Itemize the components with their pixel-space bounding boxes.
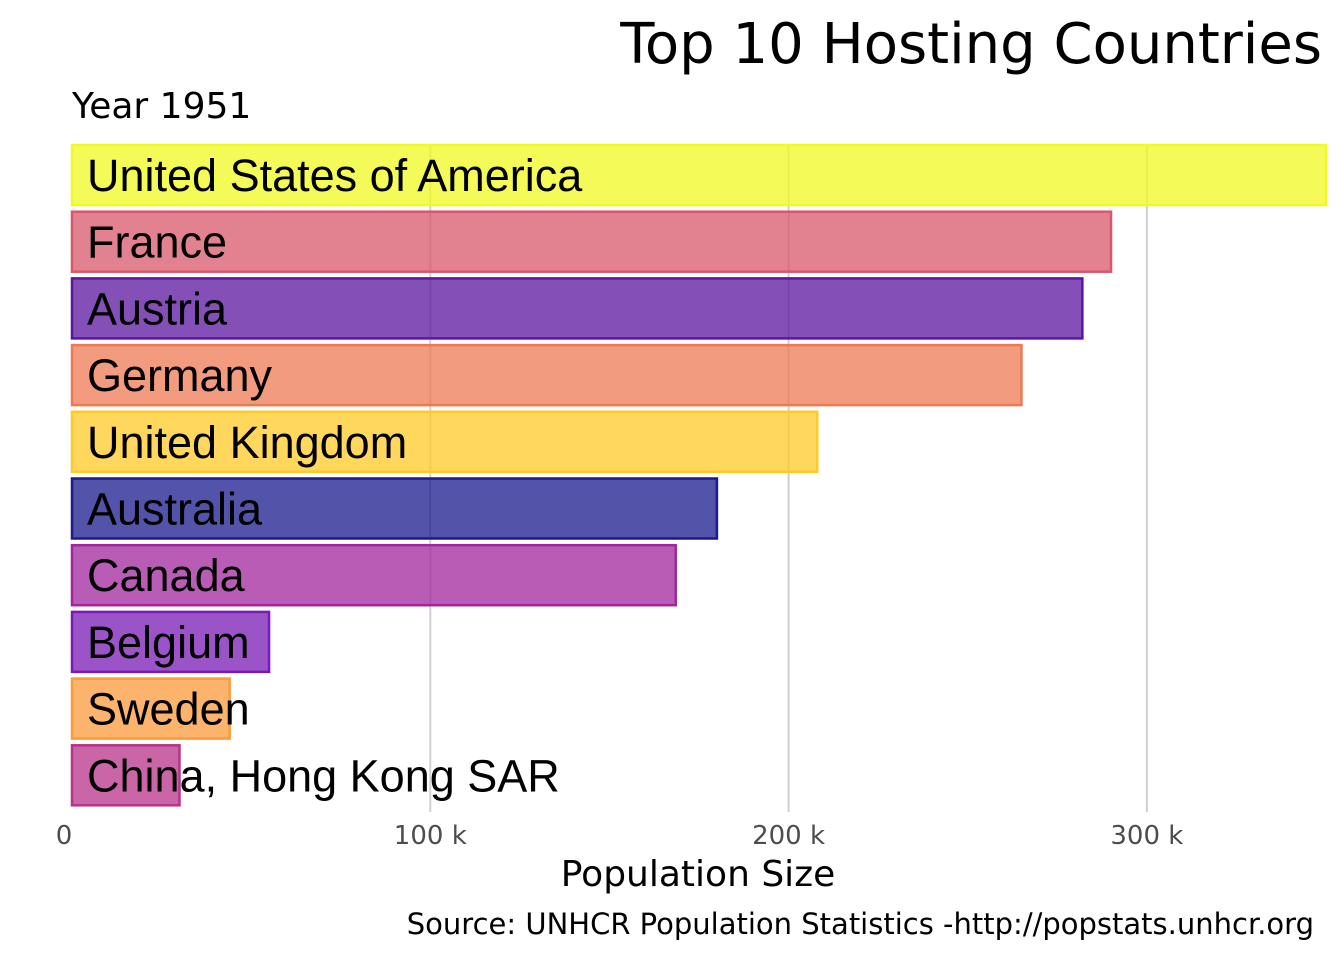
bar — [70, 410, 819, 474]
bar-labels: United States of America France Austria Ger… — [87, 150, 583, 801]
x-tick-label: 200 k — [752, 821, 825, 851]
bar — [70, 477, 719, 540]
bar-category-label: Sweden — [87, 684, 250, 735]
x-axis-ticks: 0 100 k 200 k 300 k — [56, 821, 1184, 851]
bars — [70, 143, 1328, 807]
x-tick-label: 0 — [56, 821, 73, 851]
bar — [70, 277, 1084, 340]
bar-category-label: Austria — [87, 283, 228, 334]
bar-category-label: France — [87, 217, 227, 268]
bar-category-label: China, Hong Kong SAR — [87, 750, 560, 801]
bar-category-label: United States of America — [87, 150, 583, 201]
chart-title: Top 10 Hosting Countries — [619, 12, 1322, 77]
bar-category-label: Germany — [87, 350, 273, 401]
chart-caption: Source: UNHCR Population Statistics -htt… — [407, 907, 1314, 941]
bar-category-label: United Kingdom — [87, 417, 407, 468]
x-axis-title: Population Size — [561, 854, 835, 895]
bar-category-label: Canada — [87, 550, 246, 601]
bar — [70, 610, 271, 674]
bar — [70, 210, 1113, 273]
chart-subtitle: Year 1951 — [71, 86, 251, 127]
x-tick-label: 100 k — [394, 821, 467, 851]
bar — [70, 543, 677, 607]
bar-category-label: Australia — [87, 484, 263, 535]
bar-category-label: Belgium — [87, 617, 250, 668]
bar — [70, 143, 1328, 207]
bar — [70, 343, 1023, 407]
bar — [70, 677, 231, 740]
x-tick-label: 300 k — [1110, 821, 1183, 851]
bar — [70, 744, 181, 807]
